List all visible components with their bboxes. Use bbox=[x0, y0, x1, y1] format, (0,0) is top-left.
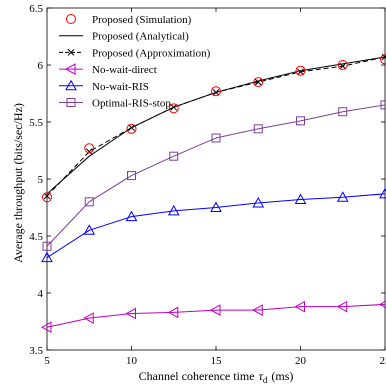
data-point bbox=[169, 151, 179, 161]
y-axis-label: Average throughput (bits/sec/Hz) bbox=[11, 103, 25, 263]
series-line bbox=[46, 193, 386, 259]
legend-label: No-wait-RIS bbox=[92, 81, 149, 93]
legend-entry: No-wait-direct bbox=[59, 63, 157, 76]
data-point bbox=[254, 78, 262, 86]
data-point bbox=[338, 107, 348, 117]
data-point bbox=[380, 54, 386, 65]
data-point bbox=[85, 148, 93, 155]
data-point bbox=[43, 192, 51, 200]
series-proposed-simulation bbox=[42, 54, 386, 203]
data-point bbox=[84, 197, 94, 207]
data-point bbox=[42, 192, 52, 203]
x-axis-label-text: Channel coherence time bbox=[139, 369, 255, 383]
legend-marker bbox=[66, 98, 76, 107]
x-tick-label: 10 bbox=[126, 355, 138, 367]
data-point bbox=[125, 307, 136, 320]
legend-marker bbox=[67, 49, 75, 56]
data-point bbox=[212, 89, 220, 96]
data-point bbox=[84, 143, 95, 154]
series-proposed-approximation bbox=[43, 53, 386, 200]
data-point bbox=[337, 60, 348, 70]
y-tick-label: 5.5 bbox=[29, 117, 43, 129]
x-tick-label: 15 bbox=[211, 355, 223, 367]
series-line bbox=[46, 303, 386, 328]
x-axis-label-unit: (ms) bbox=[271, 369, 293, 383]
data-point bbox=[296, 116, 305, 126]
data-point bbox=[42, 241, 52, 251]
y-tick-label: 5 bbox=[38, 174, 44, 186]
y-tick-label: 4.5 bbox=[29, 231, 43, 243]
data-point bbox=[252, 196, 265, 208]
data-point bbox=[40, 321, 52, 334]
x-axis-label-subscript: d bbox=[263, 375, 268, 385]
legend-entry: Proposed (Approximation) bbox=[59, 47, 211, 59]
legend-label: Proposed (Approximation) bbox=[92, 47, 211, 59]
data-point bbox=[209, 304, 221, 316]
x-tick-label: 5 bbox=[44, 355, 50, 367]
data-point bbox=[170, 103, 178, 111]
legend: Proposed (Simulation) Proposed (Analytica… bbox=[59, 14, 211, 110]
data-point bbox=[167, 306, 179, 319]
legend-label: Optimal-RIS-stop bbox=[92, 98, 171, 110]
series-no-wait-ris bbox=[41, 187, 386, 263]
legend-entry: Proposed (Simulation) bbox=[66, 14, 192, 26]
legend-label: Proposed (Analytical) bbox=[92, 31, 189, 43]
legend-label: No-wait-direct bbox=[92, 64, 157, 76]
data-point bbox=[339, 62, 347, 70]
data-point bbox=[253, 124, 263, 134]
legend-entry: No-wait-RIS bbox=[59, 79, 149, 93]
axis-ticks: 5 10 15 20 25 3.5 4 4.5 5 5.5 6 6.5 bbox=[29, 3, 386, 367]
x-tick-label: 20 bbox=[295, 355, 307, 367]
data-point bbox=[211, 86, 221, 97]
data-point bbox=[294, 300, 305, 313]
data-point bbox=[83, 224, 96, 235]
data-point bbox=[253, 77, 264, 88]
legend-entry: Proposed (Analytical) bbox=[59, 31, 189, 43]
data-point bbox=[168, 103, 179, 114]
data-point bbox=[125, 210, 138, 222]
data-point bbox=[210, 201, 222, 212]
y-tick-label: 3.5 bbox=[29, 345, 43, 357]
y-tick-label: 6.5 bbox=[29, 3, 43, 15]
data-point bbox=[127, 171, 136, 181]
data-point bbox=[380, 100, 386, 110]
series-optimal-ris-stop bbox=[42, 100, 386, 251]
data-point bbox=[297, 68, 304, 76]
legend-label: Proposed (Simulation) bbox=[92, 14, 192, 26]
data-point bbox=[126, 123, 137, 134]
data-point bbox=[336, 191, 349, 202]
data-point bbox=[379, 187, 386, 199]
data-point bbox=[294, 193, 307, 205]
data-point bbox=[252, 304, 263, 316]
legend-entry: Optimal-RIS-stop bbox=[59, 98, 171, 110]
series-line bbox=[46, 104, 386, 247]
legend-marker bbox=[66, 14, 76, 24]
data-point bbox=[83, 312, 94, 324]
series-no-wait-direct bbox=[40, 300, 386, 334]
data-point bbox=[41, 251, 53, 263]
y-tick-label: 4 bbox=[38, 288, 44, 300]
data-point bbox=[167, 204, 180, 216]
data-point bbox=[128, 124, 135, 132]
legend-marker bbox=[64, 63, 76, 75]
x-tick-label: 25 bbox=[380, 355, 386, 367]
y-tick-label: 6 bbox=[38, 60, 44, 72]
data-point bbox=[378, 300, 386, 309]
data-point bbox=[336, 300, 348, 313]
data-point bbox=[211, 133, 221, 143]
x-axis-label-symbol: τ bbox=[259, 369, 264, 383]
series-layer bbox=[40, 53, 386, 334]
legend-marker bbox=[65, 79, 77, 91]
data-point bbox=[295, 65, 306, 76]
x-axis-label: Channel coherence time τd (ms) bbox=[139, 369, 294, 385]
